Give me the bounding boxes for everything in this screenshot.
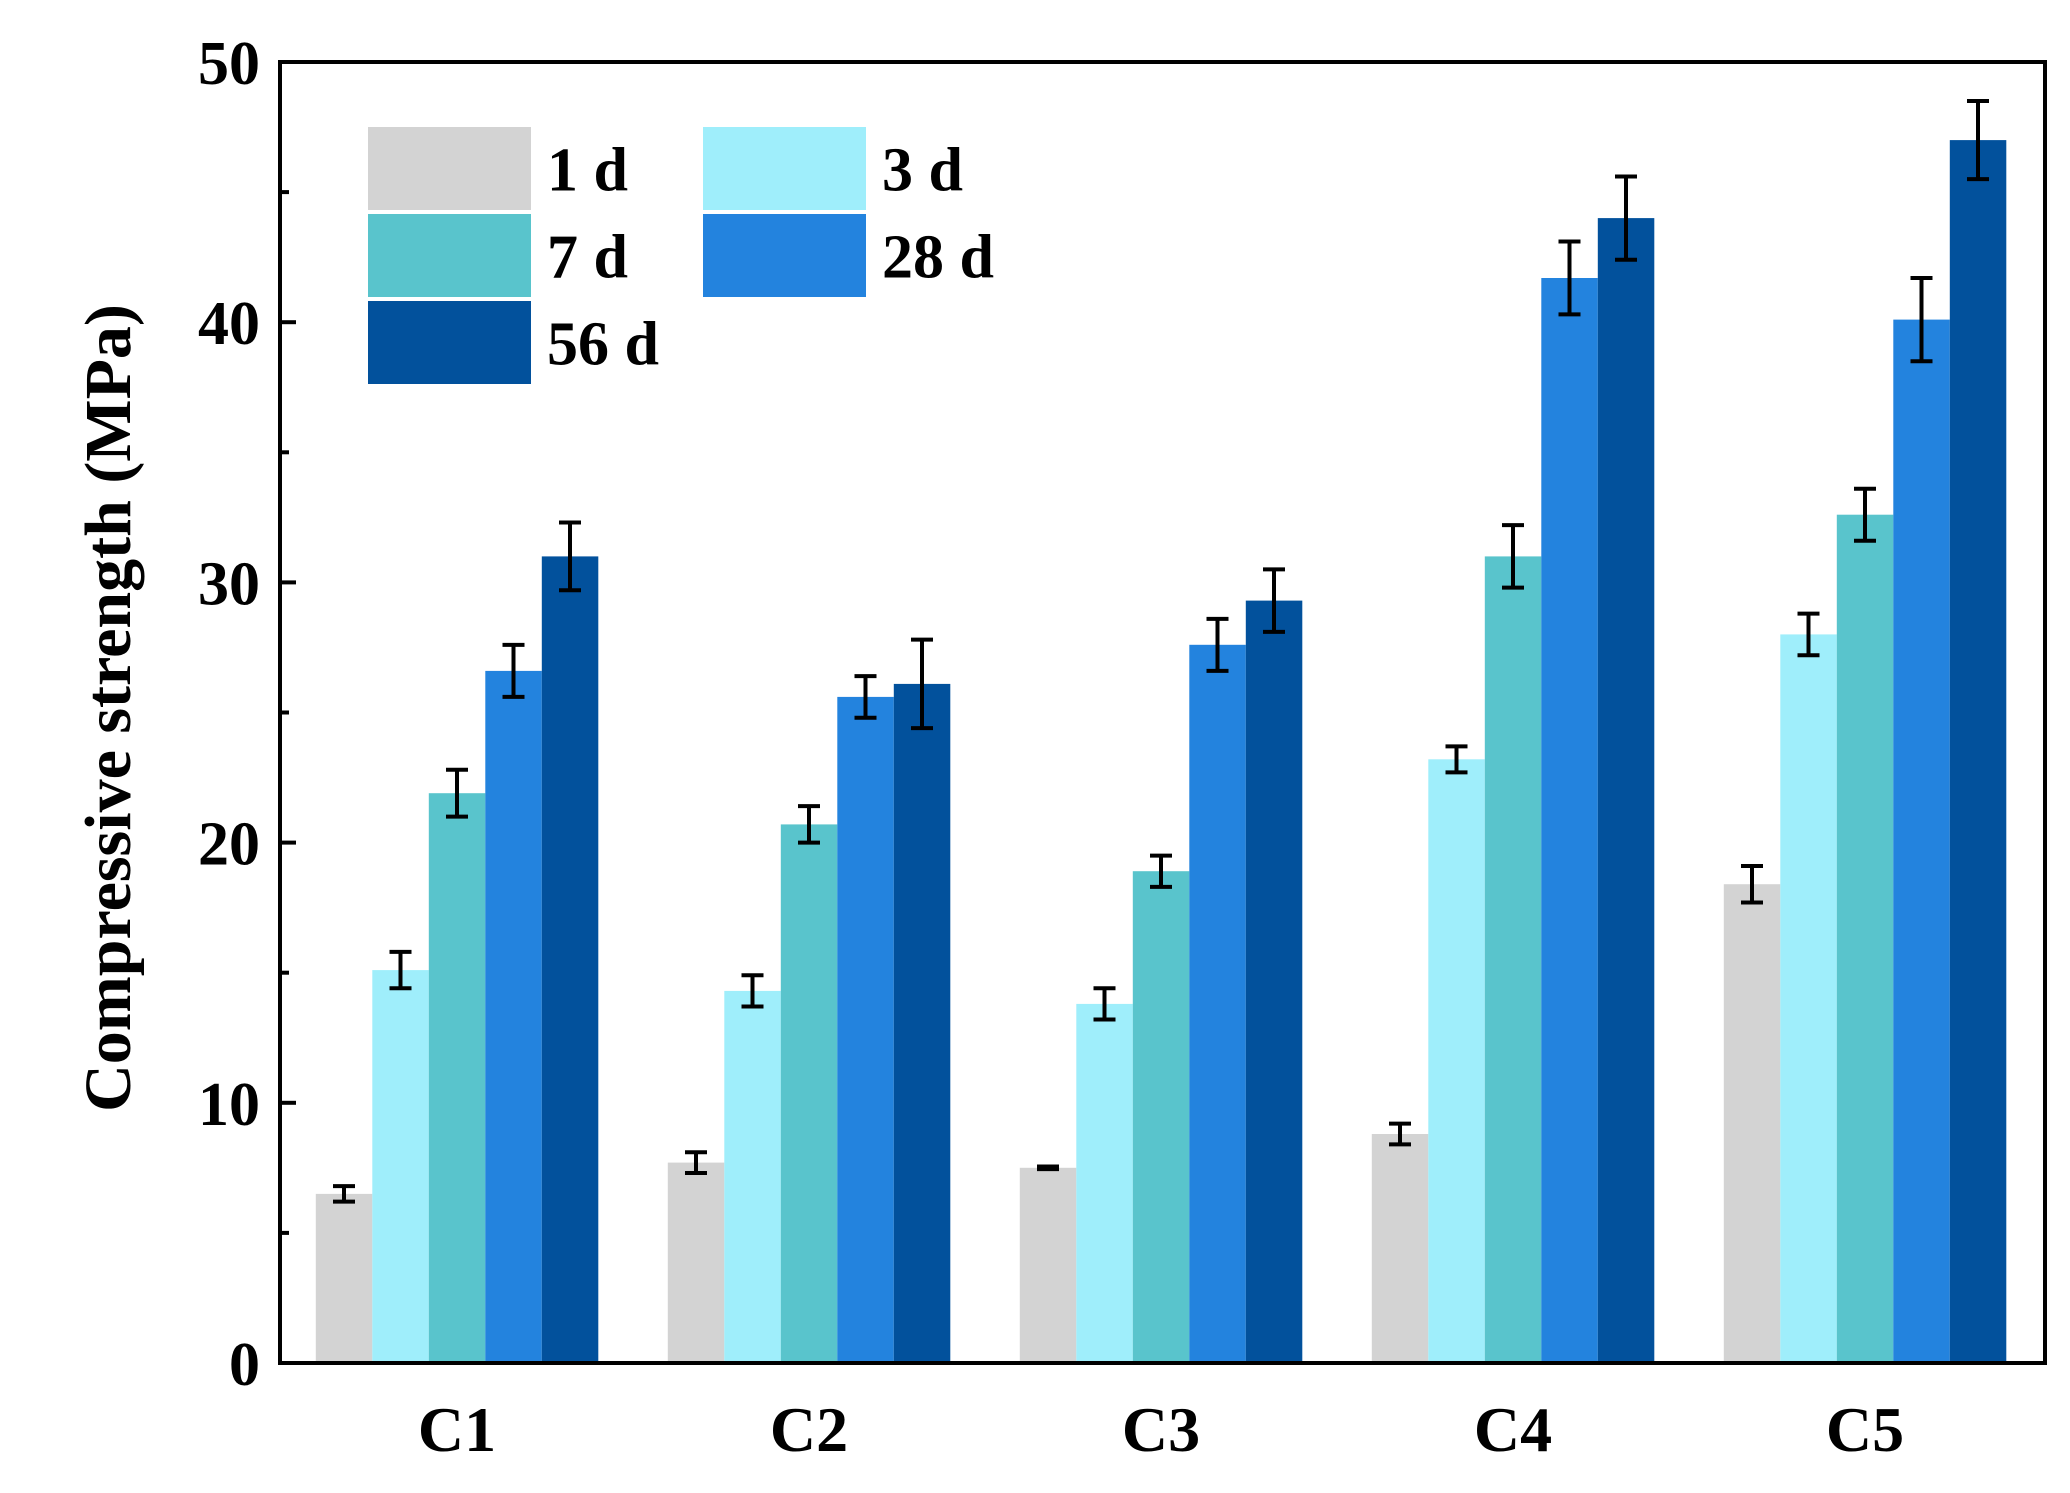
error-bar-c5-7d <box>1854 486 1876 543</box>
bar-c1-7d <box>428 793 486 1363</box>
bar-c5-1d <box>1723 884 1781 1363</box>
bar-c3-7d <box>1132 871 1190 1363</box>
bar-c2-56d <box>893 683 951 1363</box>
error-bar-c4-3d <box>1445 744 1468 775</box>
error-bar-c2-7d <box>798 804 820 845</box>
bar-c1-3d <box>372 970 429 1363</box>
y-tick-label: 20 <box>198 811 260 879</box>
bar-c2-28d <box>837 696 894 1363</box>
legend-swatch <box>368 301 531 384</box>
y-tick-label: 50 <box>198 30 260 98</box>
y-tick-label: 30 <box>198 550 260 618</box>
legend-item-56d: 56 d <box>368 301 659 384</box>
bar-c3-1d <box>1019 1167 1077 1363</box>
error-bar-c4-28d <box>1558 239 1581 317</box>
bar-c3-56d <box>1245 600 1303 1363</box>
legend: 1 d 3 d 7 d 28 d 56 d <box>368 127 994 384</box>
legend-swatch <box>368 214 531 297</box>
bar-c1-28d <box>485 670 542 1363</box>
legend-swatch <box>703 127 866 210</box>
error-bars-layer <box>333 99 1989 1204</box>
error-bar-c3-7d <box>1150 853 1172 889</box>
legend-item-3d: 3 d <box>703 127 963 210</box>
legend-item-1d: 1 d <box>368 127 628 210</box>
bar-c4-7d <box>1484 556 1542 1363</box>
bar-c4-3d <box>1428 759 1485 1363</box>
x-tick-label-c3: C3 <box>1122 1394 1200 1465</box>
error-bar-c1-28d <box>502 642 525 699</box>
error-bar-c5-3d <box>1797 611 1820 658</box>
error-bar-c4-1d <box>1389 1121 1411 1147</box>
bar-c5-7d <box>1836 514 1894 1363</box>
bar-c4-1d <box>1371 1134 1429 1363</box>
bar-c3-28d <box>1189 644 1246 1363</box>
error-bar-c3-28d <box>1206 616 1229 673</box>
x-tick-label-c4: C4 <box>1474 1394 1552 1465</box>
bar-c2-7d <box>780 824 838 1363</box>
error-bar-c3-56d <box>1263 567 1285 634</box>
bar-c4-28d <box>1541 278 1598 1363</box>
y-axis-label: Compressive strength (MPa) <box>72 304 145 1112</box>
bar-c1-56d <box>541 556 599 1363</box>
error-bar-c3-1d <box>1037 1164 1059 1172</box>
legend-label: 28 d <box>882 224 994 292</box>
bars-layer <box>315 140 2007 1364</box>
bar-c2-3d <box>724 990 781 1363</box>
error-bar-c1-56d <box>559 520 581 593</box>
x-tick-label-c2: C2 <box>770 1394 848 1465</box>
bar-c5-28d <box>1893 319 1950 1364</box>
error-bar-c5-28d <box>1910 275 1933 364</box>
error-bar-c2-3d <box>741 973 764 1009</box>
x-tick-label-c1: C1 <box>418 1394 496 1465</box>
bar-c5-3d <box>1780 634 1837 1363</box>
y-tick-label: 40 <box>198 290 260 358</box>
bar-c4-56d <box>1597 218 1655 1364</box>
legend-label: 1 d <box>547 137 628 205</box>
error-bar-c1-3d <box>389 949 412 991</box>
error-bar-c2-56d <box>911 637 933 731</box>
error-bar-c4-7d <box>1502 523 1524 590</box>
error-bar-c1-1d <box>333 1184 355 1204</box>
error-bar-c4-56d <box>1615 174 1637 262</box>
y-tick-label: 0 <box>229 1331 260 1399</box>
bar-c1-1d <box>315 1193 373 1363</box>
error-bar-c5-56d <box>1967 99 1989 182</box>
legend-label: 7 d <box>547 224 628 292</box>
bar-c5-56d <box>1949 140 2007 1364</box>
legend-item-7d: 7 d <box>368 214 628 297</box>
legend-swatch <box>368 127 531 210</box>
y-tick-label: 10 <box>198 1071 260 1139</box>
error-bar-c5-1d <box>1741 864 1763 905</box>
bar-c2-1d <box>667 1162 725 1363</box>
error-bar-c3-3d <box>1093 986 1116 1022</box>
error-bar-c1-7d <box>446 767 468 819</box>
legend-label: 56 d <box>547 311 659 379</box>
bar-c3-3d <box>1076 1003 1133 1363</box>
x-tick-label-c5: C5 <box>1826 1394 1904 1465</box>
error-bar-c2-28d <box>854 674 877 720</box>
error-bar-c2-1d <box>685 1150 707 1176</box>
legend-swatch <box>703 214 866 297</box>
axes-layer: 0 10 20 30 40 50 C1 C2 C3 C4 C5 <box>198 30 2047 1465</box>
legend-item-28d: 28 d <box>703 214 994 297</box>
legend-label: 3 d <box>882 137 963 205</box>
